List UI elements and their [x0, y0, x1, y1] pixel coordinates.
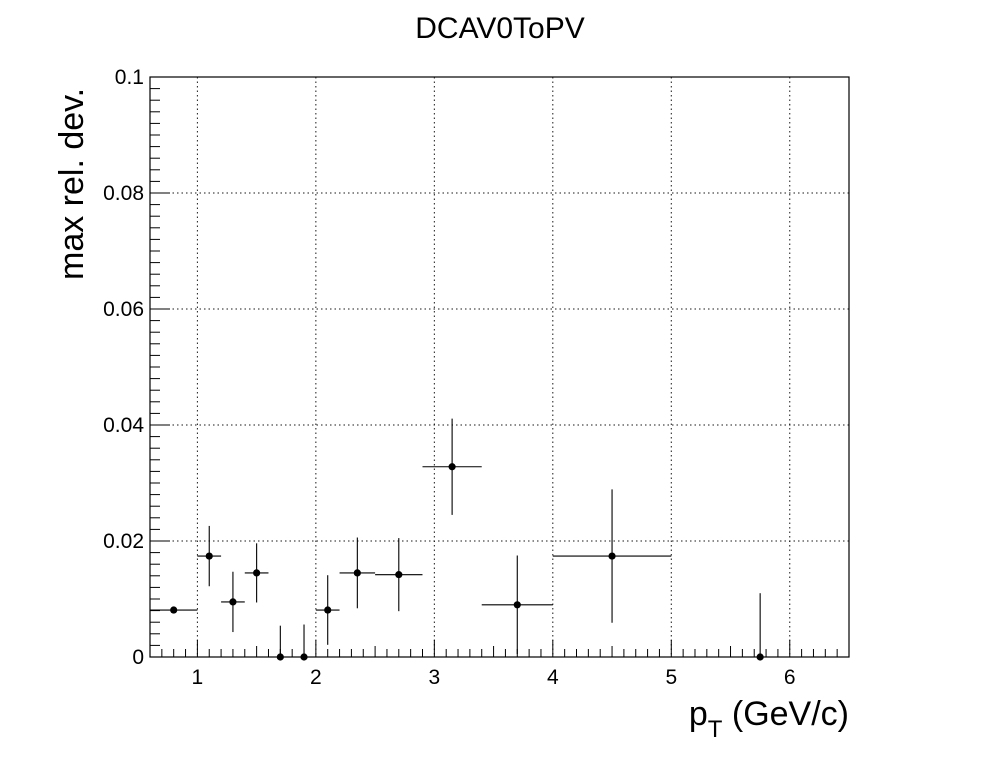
data-marker — [253, 569, 261, 577]
y-tick-label: 0.1 — [115, 66, 144, 89]
data-marker — [513, 601, 521, 609]
y-tick-labels: 0 0.02 0.04 0.06 0.08 0.1 — [103, 66, 144, 669]
y-tick-label: 0.06 — [103, 298, 144, 321]
data-marker — [353, 569, 361, 577]
x-tick-label: 5 — [665, 666, 677, 689]
data-marker — [170, 606, 178, 614]
y-tick-label: 0.08 — [103, 182, 144, 205]
x-tick-label: 1 — [192, 666, 204, 689]
data-point — [268, 625, 293, 661]
data-point — [150, 606, 198, 614]
data-marker — [608, 552, 616, 560]
data-point — [197, 525, 222, 587]
data-marker — [448, 463, 456, 471]
x-tick-label: 2 — [310, 666, 322, 689]
data-marker — [300, 653, 308, 661]
data-marker — [395, 571, 403, 579]
data-point — [339, 537, 376, 609]
x-axis-label-unit: (GeV/c) — [722, 695, 849, 733]
x-tick-label: 3 — [428, 666, 440, 689]
data-point — [422, 418, 482, 515]
x-axis-label-subscript: T — [708, 716, 723, 743]
tick-layer — [150, 76, 791, 658]
data-point — [481, 555, 553, 655]
x-tick-label: 4 — [547, 666, 559, 689]
chart-title: DCAV0ToPV — [415, 12, 585, 45]
x-tick-label: 6 — [784, 666, 796, 689]
data-marker — [229, 598, 237, 606]
y-tick-label: 0 — [132, 646, 144, 669]
x-axis-label: pT (GeV/c) — [689, 695, 849, 743]
x-tick-labels: 1 2 3 4 5 6 — [192, 666, 796, 689]
data-point — [244, 543, 269, 603]
data-point — [671, 593, 849, 661]
y-axis-label: max rel. dev. — [53, 88, 91, 280]
y-tick-label: 0.02 — [103, 530, 144, 553]
x-axis-label-main: p — [689, 695, 708, 733]
data-marker — [276, 653, 284, 661]
data-marker — [324, 606, 332, 614]
y-tick-label: 0.04 — [103, 414, 144, 437]
data-point — [375, 538, 423, 612]
data-marker — [756, 653, 764, 661]
data-point — [315, 575, 340, 645]
data-layer — [150, 418, 849, 661]
data-point — [292, 624, 316, 661]
data-marker — [205, 552, 213, 560]
data-point — [552, 489, 672, 623]
data-point — [221, 571, 245, 633]
plot-frame — [149, 76, 850, 658]
